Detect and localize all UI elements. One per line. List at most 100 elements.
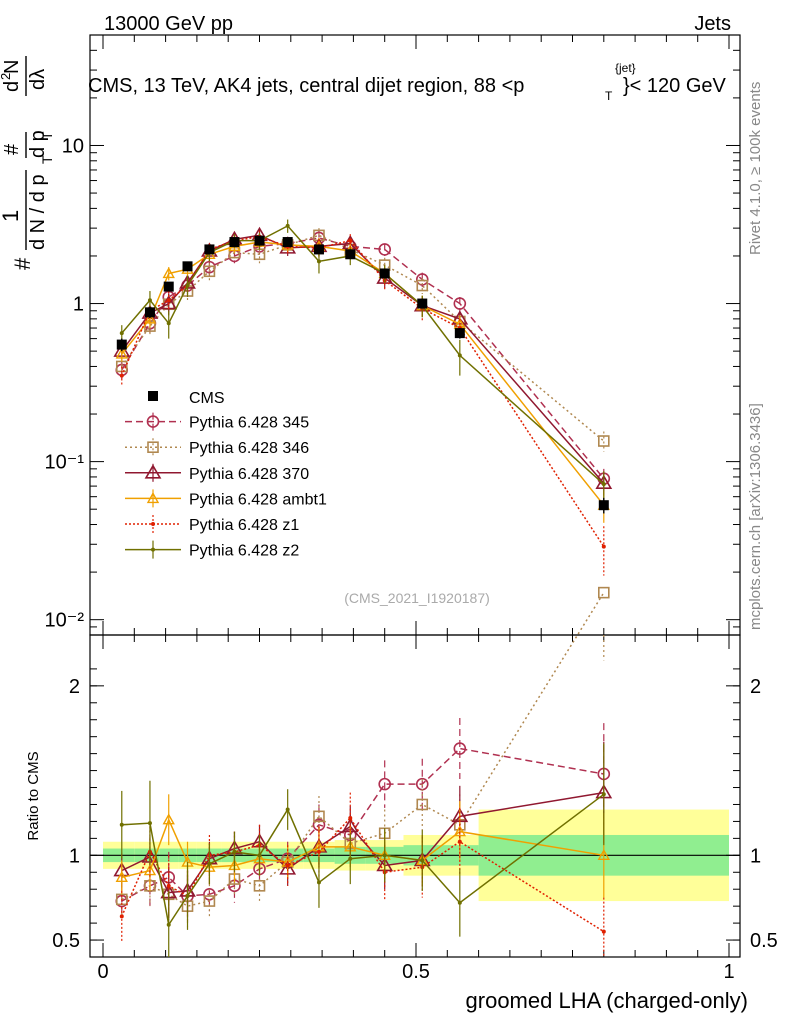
main-point-z2 (166, 321, 171, 326)
main-line-p346 (121, 234, 605, 442)
main-point-z2 (119, 331, 124, 336)
ratio-point-z2 (285, 807, 290, 812)
side-mcplots-label: mcplots.cern.ch [arXiv:1306.3436] (747, 403, 764, 630)
ylabel-one: 1 (0, 210, 23, 222)
main-y-tick-label: 10 (62, 135, 84, 157)
header-right-label: Jets (694, 13, 731, 35)
ylabel-n: N (1, 60, 23, 74)
cms-data-point (116, 339, 127, 350)
ylabel-hash: # (10, 257, 35, 270)
legend-label-cms: CMS (189, 390, 225, 407)
cms-data-point (229, 237, 240, 248)
ratio-y-tick-label-right: 1 (750, 845, 761, 867)
ratio-point-z1 (601, 929, 606, 934)
plot-title: CMS, 13 TeV, AK4 jets, central dijet reg… (88, 61, 727, 103)
x-axis-label: groomed LHA (charged-only) (466, 988, 748, 1013)
ratio-point-z2 (601, 792, 606, 797)
legend-marker-z1 (151, 522, 155, 526)
legend: CMS Pythia 6.428 345 Pythia 6.428 346 Pythi… (125, 390, 327, 560)
plot-title-text: CMS, 13 TeV, AK4 jets, central dijet reg… (88, 75, 524, 97)
ratio-point-ambt1 (597, 848, 610, 861)
main-point-z1 (166, 298, 171, 303)
ratio-series-z2 (119, 743, 606, 957)
legend-marker-z2 (151, 547, 155, 552)
cms-data-point (379, 268, 390, 279)
ratio-point-p345 (378, 777, 392, 791)
legend-entry-ambt1: Pythia 6.428 ambt1 (125, 489, 327, 508)
main-point-z1 (601, 544, 606, 549)
ylabel-d: d (1, 81, 23, 92)
ratio-y-tick-label: 1 (69, 845, 80, 867)
ratio-point-p346 (313, 810, 325, 823)
ratio-point-ambt1 (453, 825, 467, 837)
ratio-y-axis-label: Ratio to CMS (25, 751, 42, 840)
main-series-cms (116, 235, 609, 514)
ratio-y-tick-label: 0.5 (52, 930, 80, 952)
ratio-point-ambt1 (115, 870, 128, 883)
ratio-point-z2 (185, 893, 190, 898)
main-point-z2 (185, 283, 190, 288)
ylabel-denominator: d N / d p (27, 174, 49, 250)
ylabel-dp: d p (27, 130, 49, 158)
ratio-x-tick-label: 0.5 (402, 961, 430, 983)
plot-title-sub: T (605, 89, 613, 103)
ratio-point-p346 (253, 880, 266, 892)
ratio-point-z1 (316, 849, 321, 854)
cms-data-point (282, 237, 293, 248)
side-rivet-label: Rivet 4.1.0, ≥ 100k events (747, 82, 764, 255)
main-point-p345 (453, 297, 467, 310)
cms-data-point (454, 328, 465, 339)
main-line-z2 (121, 224, 605, 485)
ratio-point-p346 (203, 895, 216, 907)
cms-data-point (345, 249, 356, 260)
main-y-tick-label: 10⁻² (45, 610, 85, 632)
ratio-point-ambt1 (162, 813, 175, 825)
main-point-ambt1 (162, 267, 175, 279)
legend-entry-p370: Pythia 6.428 370 (125, 463, 309, 483)
ratio-point-z1 (166, 883, 171, 888)
legend-label-z1: Pythia 6.428 z1 (189, 517, 299, 534)
legend-label-p345: Pythia 6.428 345 (189, 415, 309, 432)
main-y-tick-label: 1 (73, 294, 84, 316)
plot-title-sup: {jet} (615, 61, 636, 75)
main-point-z2 (147, 298, 152, 303)
legend-entry-p345: Pythia 6.428 345 (125, 412, 309, 432)
ratio-point-p346 (416, 798, 429, 811)
plot-title-end: }< 120 GeV (623, 75, 727, 97)
analysis-id: (CMS_2021_I1920187) (344, 590, 490, 606)
legend-entry-cms: CMS (148, 390, 225, 407)
cms-data-point (313, 244, 324, 255)
ratio-point-z1 (348, 816, 353, 821)
main-point-p346 (416, 279, 429, 292)
ratio-line-p345 (121, 747, 604, 902)
main-point-z2 (285, 223, 290, 228)
ylabel-dlambda: dλ (27, 69, 49, 90)
ylabel-sub-t: T (39, 155, 55, 164)
main-axis-ticks: 10 1 10⁻¹ 10⁻² (45, 34, 740, 636)
ylabel-sub-t-2: T (39, 131, 55, 140)
main-point-z2 (316, 259, 321, 264)
ratio-point-p345 (453, 742, 467, 755)
cms-data-point (163, 281, 174, 292)
ratio-plot-frame (89, 634, 741, 958)
ratio-point-z2 (316, 880, 321, 885)
legend-label-z2: Pythia 6.428 z2 (189, 543, 299, 560)
ratio-point-z2 (382, 853, 387, 858)
ratio-point-z2 (166, 922, 171, 927)
ratio-line-p346 (121, 592, 605, 907)
ratio-point-z2 (119, 822, 124, 827)
legend-marker-p345 (146, 415, 160, 428)
main-point-ambt1 (115, 347, 128, 359)
cms-data-point (254, 235, 265, 246)
main-point-p346 (203, 265, 216, 278)
cms-data-point (417, 298, 428, 309)
ratio-point-z2 (232, 849, 237, 854)
ratio-y-tick-label: 2 (69, 676, 80, 698)
ratio-series-layer (113, 586, 613, 957)
legend-marker-p370 (144, 464, 162, 479)
legend-marker-p346 (147, 441, 159, 454)
ratio-point-p346 (597, 586, 610, 599)
legend-label-p346: Pythia 6.428 346 (189, 440, 309, 457)
legend-label-p370: Pythia 6.428 370 (189, 466, 309, 483)
